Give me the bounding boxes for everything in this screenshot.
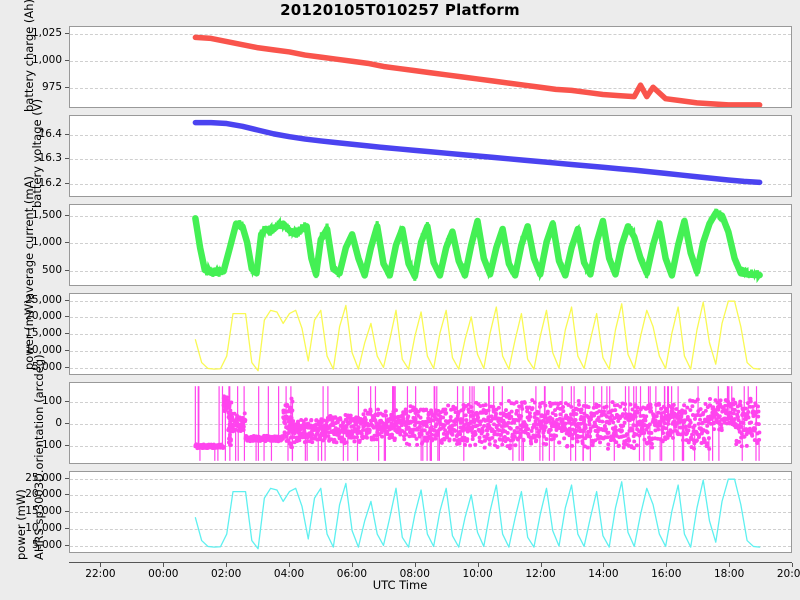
- y-tick-mark: [65, 86, 69, 88]
- y-tick-label: -100: [38, 439, 62, 452]
- y-tick-label: 15,000: [25, 505, 62, 518]
- x-tick-mark: [603, 563, 605, 567]
- y-tick-label: 25,000: [25, 471, 62, 484]
- y-tick-mark: [65, 33, 69, 35]
- panel-battery-charge: [69, 26, 792, 108]
- gridlines: [70, 27, 791, 107]
- x-tick-label: 12:00: [525, 568, 556, 580]
- y-tick-label: 16.2: [38, 176, 62, 189]
- page-title: 20120105T010257 Platform: [280, 1, 520, 19]
- x-tick-label: 08:00: [399, 568, 430, 580]
- y-tick-label: 20,000: [25, 310, 62, 323]
- series-power-lower: [70, 472, 791, 552]
- y-tick-mark: [65, 299, 69, 301]
- y-tick-label: 5,000: [31, 360, 62, 373]
- x-axis-line: [69, 562, 792, 563]
- y-tick-mark: [65, 400, 69, 402]
- panel-power-lower: [69, 471, 792, 553]
- y-axis-label-power-lower: power (mW): [14, 489, 28, 560]
- series-power-upper: [70, 294, 791, 374]
- panel-average-current: [69, 204, 792, 286]
- x-tick-label: 02:00: [211, 568, 242, 580]
- x-tick-mark: [414, 563, 416, 567]
- gridlines: [70, 116, 791, 196]
- y-tick-label: 16.4: [38, 128, 62, 141]
- series-battery-voltage: [70, 116, 791, 196]
- y-tick-label: 0: [55, 417, 62, 429]
- x-tick-label: 16:00: [651, 568, 682, 580]
- x-tick-label: 18:00: [713, 568, 745, 580]
- gridlines: [70, 472, 791, 552]
- y-tick-mark: [65, 333, 69, 335]
- x-tick-label: 06:00: [336, 568, 368, 580]
- x-tick-label: 04:00: [273, 568, 305, 580]
- y-tick-mark: [65, 349, 69, 351]
- x-axis-label: UTC Time: [372, 578, 428, 592]
- panel-power-upper: [69, 293, 792, 375]
- x-tick-mark: [100, 563, 102, 567]
- y-tick-label: 100: [41, 394, 62, 407]
- y-tick-label: 975: [41, 80, 62, 93]
- x-tick-mark: [666, 563, 668, 567]
- x-tick-mark: [226, 563, 228, 567]
- panel-battery-voltage: [69, 115, 792, 197]
- x-tick-mark: [351, 563, 353, 567]
- x-tick-mark: [163, 563, 165, 567]
- y-tick-mark: [65, 366, 69, 368]
- y-tick-mark: [65, 527, 69, 529]
- y-tick-label: 1,000: [31, 236, 62, 249]
- series-orientation: [193, 386, 762, 461]
- y-tick-mark: [65, 182, 69, 184]
- y-tick-mark: [65, 445, 69, 447]
- y-tick-label: 1,500: [31, 208, 62, 221]
- y-tick-label: 5,000: [31, 538, 62, 551]
- gridlines: [70, 294, 791, 374]
- y-tick-label: 10,000: [25, 343, 62, 356]
- y-tick-label: 10,000: [25, 521, 62, 534]
- y-tick-label: 1,000: [31, 54, 62, 67]
- y-tick-mark: [65, 214, 69, 216]
- x-tick-label: 22:00: [85, 568, 116, 580]
- y-axis-label-average-current: average current (mA): [22, 176, 36, 300]
- x-tick-label: 00:00: [148, 568, 179, 580]
- x-tick-mark: [289, 563, 291, 567]
- x-tick-mark: [477, 563, 479, 567]
- x-tick-label: 20:00: [776, 568, 800, 580]
- y-tick-label: 15,000: [25, 327, 62, 340]
- y-tick-mark: [65, 423, 69, 424]
- y-tick-mark: [65, 316, 69, 318]
- x-tick-mark: [540, 563, 542, 567]
- y-tick-mark: [65, 494, 69, 496]
- y-tick-mark: [65, 60, 69, 62]
- y-tick-mark: [65, 242, 69, 244]
- y-tick-label: 25,000: [25, 293, 62, 306]
- series-battery-charge: [70, 27, 791, 107]
- y-tick-mark: [65, 269, 69, 271]
- y-tick-label: 500: [41, 263, 62, 276]
- x-tick-mark: [792, 563, 793, 567]
- y-tick-mark: [65, 477, 69, 479]
- y-axis-label-battery-charge: battery charge (Ah): [22, 0, 36, 112]
- series-average-current: [70, 205, 791, 285]
- y-tick-mark: [65, 134, 69, 136]
- panel-orientation: [69, 382, 792, 464]
- y-tick-mark: [65, 158, 69, 160]
- y-tick-label: 1,025: [31, 27, 62, 40]
- y-tick-label: 20,000: [25, 488, 62, 501]
- y-tick-label: 16.3: [38, 152, 62, 165]
- y-tick-mark: [65, 544, 69, 546]
- y-tick-mark: [65, 511, 69, 513]
- x-tick-label: 10:00: [462, 568, 493, 580]
- x-tick-mark: [729, 563, 731, 567]
- x-tick-label: 14:00: [588, 568, 619, 580]
